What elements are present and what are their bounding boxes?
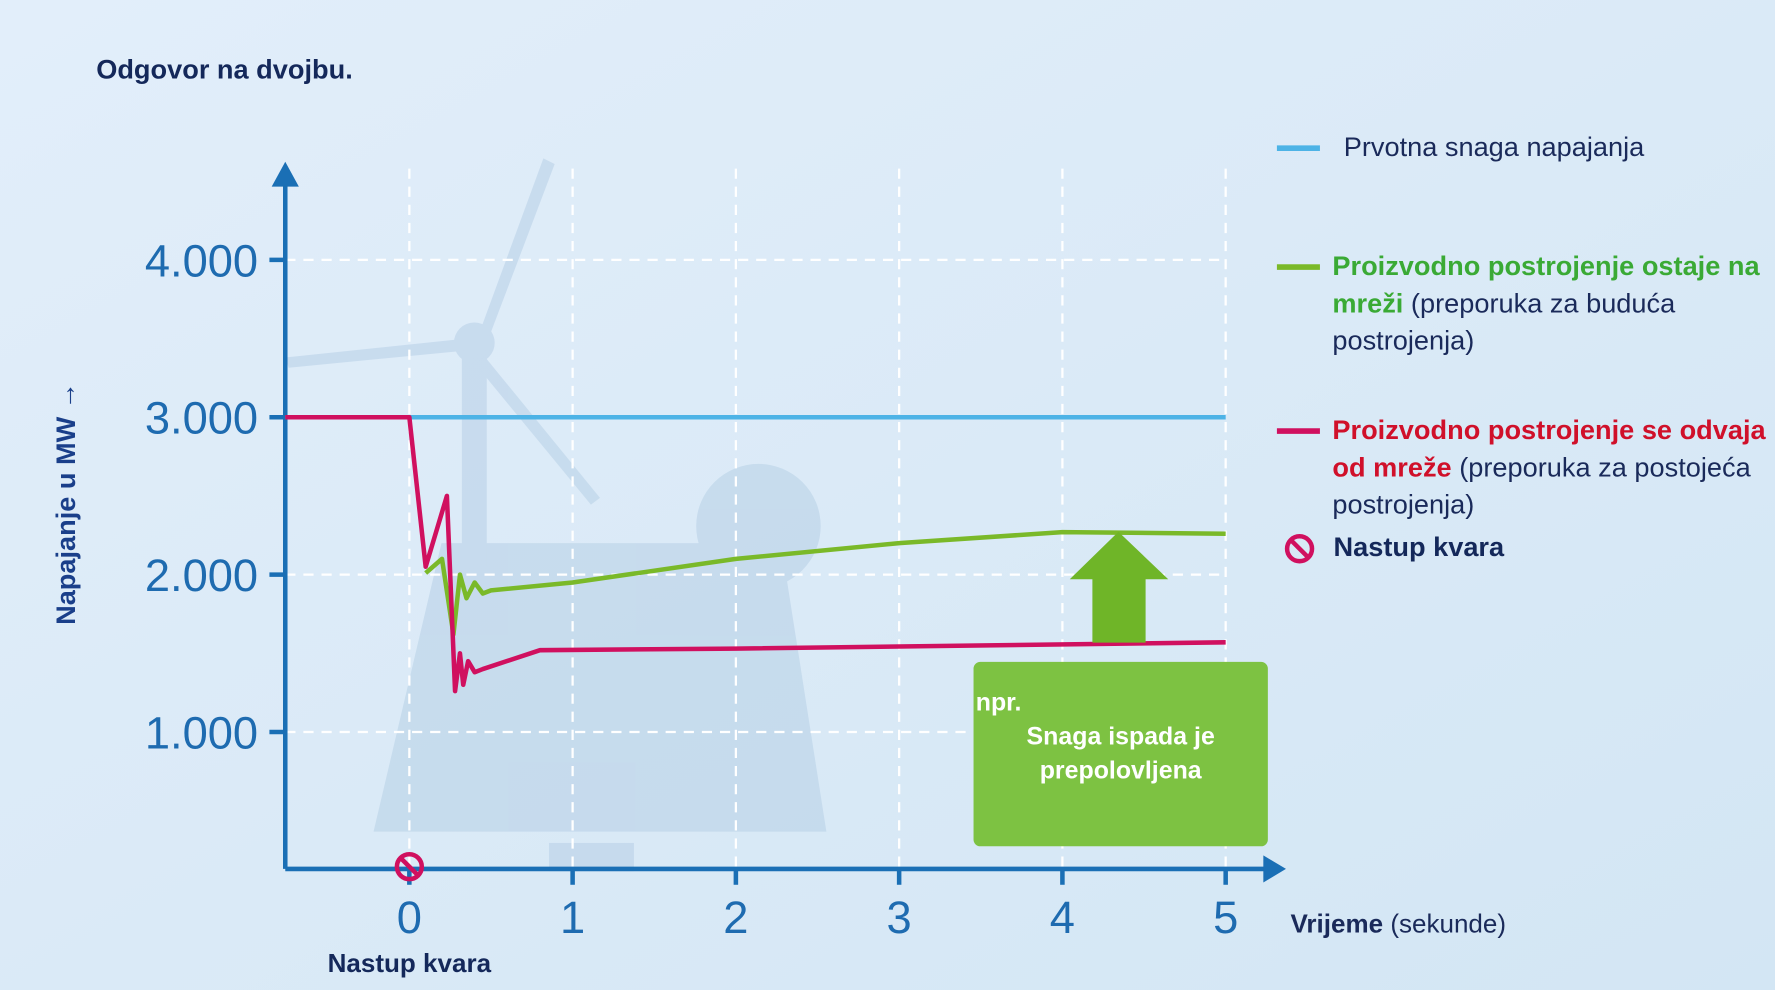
- x-axis-label-name: Vrijeme: [1290, 908, 1383, 938]
- legend-entry: Proizvodno postrojenje se odvaja od mrež…: [1332, 412, 1768, 524]
- legend-note: (preporuka za postojeća postrojenja): [1332, 452, 1751, 521]
- x-axis-arrow: [1263, 855, 1286, 883]
- fault-marker: [394, 851, 425, 882]
- chart-title: Odgovor na dvojbu.: [96, 53, 353, 84]
- decoration: [285, 158, 827, 872]
- x-tick-label: 5: [1213, 892, 1238, 943]
- y-tick-label: 2.000: [145, 550, 258, 601]
- callout-text-box: Snaga ispada je prepolovljena: [1026, 721, 1215, 785]
- legend-name: Prvotna snaga napajanja: [1343, 132, 1645, 163]
- legend-entry-box: Proizvodno postrojenje se odvaja od mrež…: [1332, 412, 1768, 524]
- callout-text: Snaga ispada je prepolovljena: [1026, 721, 1215, 785]
- legend-entry: Proizvodno postrojenje ostaje na mreži (…: [1332, 248, 1768, 360]
- x-tick-label: 3: [887, 892, 912, 943]
- x-axis-unit: (sekunde): [1390, 908, 1506, 938]
- y-axis-arrow: [271, 161, 299, 187]
- legend-name: Proizvodno postrojenje ostaje na mreži: [1332, 251, 1760, 320]
- line-series: [285, 414, 1226, 694]
- fault-label: Nastup kvara: [328, 948, 492, 978]
- y-tick-label: 3.000: [145, 393, 258, 444]
- callout-prefix: npr.: [976, 688, 1022, 716]
- x-axis-label: Vrijeme (sekunde): [1290, 908, 1506, 938]
- legend-entry-box: Proizvodno postrojenje ostaje na mreži (…: [1332, 248, 1768, 360]
- x-tick-label: 0: [397, 892, 422, 943]
- x-tick-label: 1: [560, 892, 585, 943]
- legend-entry-box: Prvotna snaga napajanja: [1344, 129, 1775, 166]
- difference-arrow: [1069, 531, 1169, 643]
- x-tick-label: 4: [1050, 892, 1075, 943]
- legend-fault-marker: [1284, 534, 1315, 564]
- y-tick-label: 1.000: [145, 708, 258, 759]
- legend-entry: Prvotna snaga napajanja: [1344, 129, 1775, 166]
- legend-note: (preporuka za buduća postrojenja): [1332, 288, 1676, 357]
- legend-name: Proizvodno postrojenje se odvaja od mrež…: [1332, 415, 1766, 484]
- legend-fault-label: Nastup kvara: [1334, 531, 1506, 562]
- y-tick-label: 4.000: [145, 235, 258, 286]
- x-tick-label: 2: [723, 892, 748, 943]
- y-axis-label: Napajanje u MW →: [50, 382, 81, 625]
- fault-marker-slash: [398, 856, 421, 878]
- callout-box: [973, 661, 1268, 847]
- legend-fault-marker-slash: [1288, 538, 1311, 560]
